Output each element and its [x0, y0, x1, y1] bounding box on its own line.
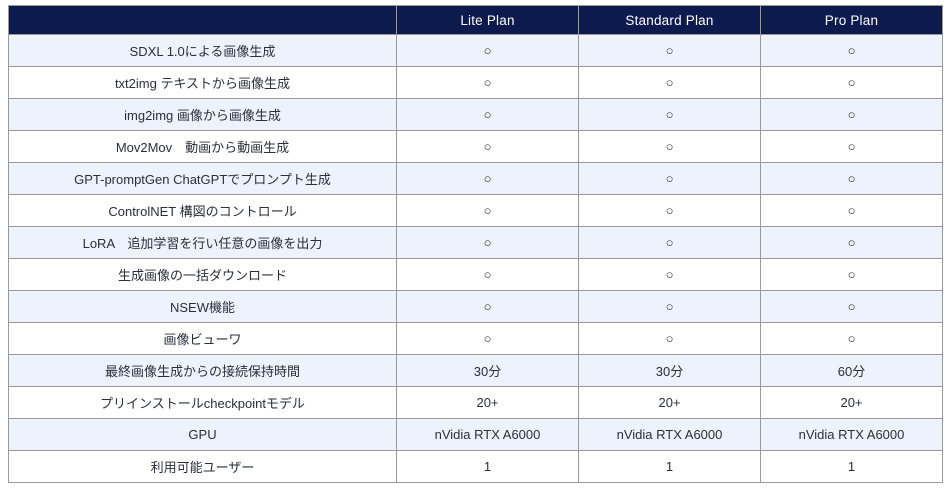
- table-row: GPU nVidia RTX A6000 nVidia RTX A6000 nVidi…: [8, 418, 943, 451]
- plan-value-cell: nVidia RTX A6000: [396, 418, 579, 451]
- table-row: ControlNET 構図のコントロール ○ ○ ○: [8, 194, 943, 227]
- feature-label: 画像ビューワ: [8, 322, 397, 355]
- plan-value-cell: ○: [578, 194, 761, 227]
- plan-value-cell: ○: [578, 258, 761, 291]
- plan-value-cell: 20+: [578, 386, 761, 419]
- table-row: img2img 画像から画像生成 ○ ○ ○: [8, 98, 943, 131]
- plan-value-cell: 1: [760, 450, 943, 483]
- plan-value-cell: 30分: [396, 354, 579, 387]
- feature-label: 利用可能ユーザー: [8, 450, 397, 483]
- feature-label: img2img 画像から画像生成: [8, 98, 397, 131]
- plan-value-cell: ○: [396, 194, 579, 227]
- plan-value-cell: ○: [760, 162, 943, 195]
- table-row: txt2img テキストから画像生成 ○ ○ ○: [8, 66, 943, 99]
- feature-label: SDXL 1.0による画像生成: [8, 34, 397, 67]
- plan-value-cell: ○: [578, 98, 761, 131]
- feature-label: 最終画像生成からの接続保持時間: [8, 354, 397, 387]
- table-row: 画像ビューワ ○ ○ ○: [8, 322, 943, 355]
- table-row: Mov2Mov 動画から動画生成 ○ ○ ○: [8, 130, 943, 163]
- plan-value-cell: 20+: [760, 386, 943, 419]
- plan-value-cell: ○: [578, 130, 761, 163]
- feature-label: Mov2Mov 動画から動画生成: [8, 130, 397, 163]
- header-cell-standard-plan: Standard Plan: [578, 5, 761, 35]
- plan-value-cell: ○: [578, 290, 761, 323]
- header-row: Lite Plan Standard Plan Pro Plan: [8, 5, 943, 35]
- plan-value-cell: 1: [578, 450, 761, 483]
- feature-label: プリインストールcheckpointモデル: [8, 386, 397, 419]
- plan-value-cell: nVidia RTX A6000: [760, 418, 943, 451]
- plan-value-cell: ○: [760, 194, 943, 227]
- plan-value-cell: ○: [760, 98, 943, 131]
- plan-value-cell: ○: [760, 322, 943, 355]
- plan-value-cell: ○: [396, 162, 579, 195]
- header-cell-lite-plan: Lite Plan: [396, 5, 579, 35]
- table-row: LoRA 追加学習を行い任意の画像を出力 ○ ○ ○: [8, 226, 943, 259]
- table-row: 生成画像の一括ダウンロード ○ ○ ○: [8, 258, 943, 291]
- plan-value-cell: ○: [760, 258, 943, 291]
- plan-value-cell: ○: [578, 162, 761, 195]
- plan-value-cell: ○: [760, 130, 943, 163]
- plan-value-cell: ○: [396, 290, 579, 323]
- plan-value-cell: ○: [578, 34, 761, 67]
- plan-value-cell: ○: [760, 34, 943, 67]
- plan-value-cell: nVidia RTX A6000: [578, 418, 761, 451]
- plan-value-cell: ○: [396, 322, 579, 355]
- plan-value-cell: 60分: [760, 354, 943, 387]
- header-cell-pro-plan: Pro Plan: [760, 5, 943, 35]
- header-cell-feature: [8, 5, 397, 35]
- feature-label: GPU: [8, 418, 397, 451]
- plan-value-cell: ○: [760, 226, 943, 259]
- plan-value-cell: 20+: [396, 386, 579, 419]
- plan-value-cell: ○: [578, 322, 761, 355]
- plan-value-cell: ○: [760, 290, 943, 323]
- feature-label: 生成画像の一括ダウンロード: [8, 258, 397, 291]
- plan-table-body: SDXL 1.0による画像生成 ○ ○ ○ txt2img テキストから画像生成 ○ ○ ○ i…: [8, 34, 943, 483]
- plan-value-cell: ○: [396, 130, 579, 163]
- plan-value-cell: ○: [760, 66, 943, 99]
- table-row: GPT-promptGen ChatGPTでプロンプト生成 ○ ○ ○: [8, 162, 943, 195]
- table-row: SDXL 1.0による画像生成 ○ ○ ○: [8, 34, 943, 67]
- plan-value-cell: 30分: [578, 354, 761, 387]
- plan-value-cell: ○: [396, 66, 579, 99]
- table-header: Lite Plan Standard Plan Pro Plan: [8, 5, 943, 35]
- plan-value-cell: ○: [396, 258, 579, 291]
- table-row: プリインストールcheckpointモデル 20+ 20+ 20+: [8, 386, 943, 419]
- feature-label: LoRA 追加学習を行い任意の画像を出力: [8, 226, 397, 259]
- plan-value-cell: ○: [578, 66, 761, 99]
- plan-value-cell: ○: [396, 34, 579, 67]
- feature-label: NSEW機能: [8, 290, 397, 323]
- feature-label: ControlNET 構図のコントロール: [8, 194, 397, 227]
- plan-value-cell: ○: [396, 226, 579, 259]
- feature-label: txt2img テキストから画像生成: [8, 66, 397, 99]
- plan-comparison-table: Lite Plan Standard Plan Pro Plan SDXL 1.…: [8, 5, 943, 483]
- table-row: 利用可能ユーザー 1 1 1: [8, 450, 943, 483]
- plan-value-cell: ○: [396, 98, 579, 131]
- table-row: 最終画像生成からの接続保持時間 30分 30分 60分: [8, 354, 943, 387]
- feature-label: GPT-promptGen ChatGPTでプロンプト生成: [8, 162, 397, 195]
- plan-value-cell: 1: [396, 450, 579, 483]
- table-row: NSEW機能 ○ ○ ○: [8, 290, 943, 323]
- plan-value-cell: ○: [578, 226, 761, 259]
